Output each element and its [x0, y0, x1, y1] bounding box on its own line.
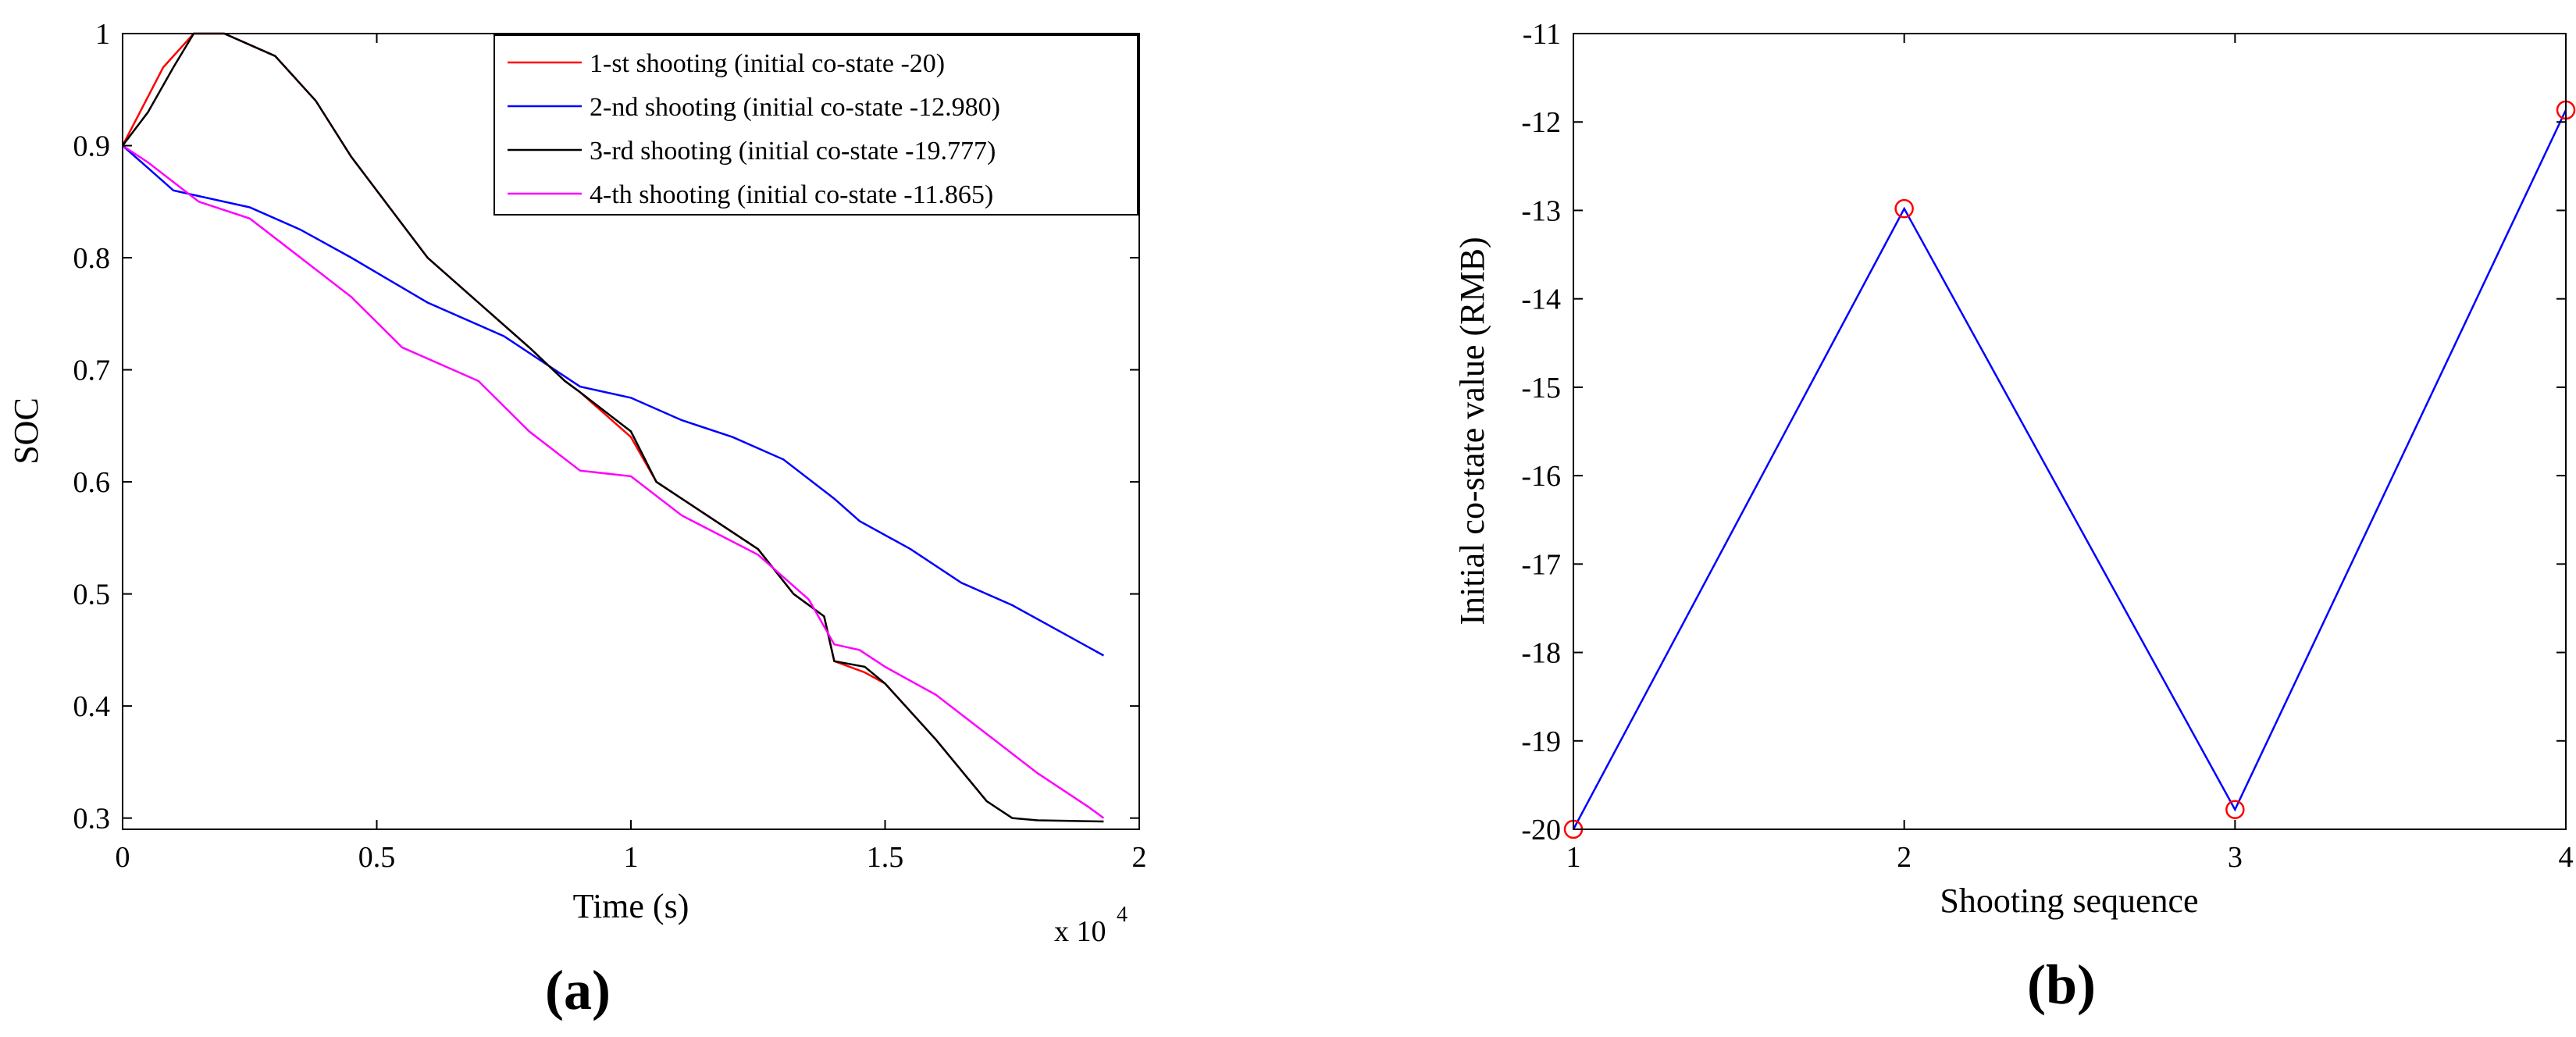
x-tick-label-b: 4 — [2559, 841, 2574, 874]
y-tick-label-a: 0.5 — [73, 579, 111, 611]
x-tick-label-a: 1 — [624, 841, 639, 874]
y-tick-label-b: -16 — [1521, 460, 1561, 493]
plot-frame-b — [1573, 33, 2567, 830]
x-tick-label-b: 2 — [1897, 841, 1912, 874]
x-tick-label-b: 3 — [2228, 841, 2243, 874]
tick-group-a: 0 0.5 1 1.5 2 0.3 0.4 0.5 0.6 0.7 0.8 0.9 1 — [73, 18, 1147, 874]
y-tick-label-b: -17 — [1521, 548, 1561, 581]
series-line-2 — [122, 144, 1105, 657]
legend-entry-3: 3-rd shooting (initial co-state -19.777) — [590, 137, 996, 166]
legend-entry-4: 4-th shooting (initial co-state -11.865) — [590, 180, 993, 209]
x-tick-label-b: 1 — [1566, 841, 1581, 874]
y-tick-label-b: -13 — [1521, 194, 1561, 227]
legend: 1-st shooting (initial co-state -20) 2-nd… — [493, 34, 1138, 216]
x-axis-label-b: Shooting sequence — [1940, 882, 2198, 920]
chart-panel-a: 0 0.5 1 1.5 2 0.3 0.4 0.5 0.6 0.7 0.8 0.9 1 Time (s)… — [7, 18, 1147, 1021]
y-tick-label-b: -19 — [1521, 725, 1561, 758]
x-tick-label-a: 0.5 — [358, 841, 396, 874]
costate-line — [1572, 109, 2567, 830]
y-tick-label-a: 0.7 — [73, 355, 111, 387]
x-multiplier-exp-a: 4 — [1117, 903, 1128, 927]
costate-marker-3 — [2225, 800, 2245, 820]
x-tick-label-a: 1.5 — [867, 841, 904, 874]
series-line-3 — [122, 32, 1104, 823]
x-tick-label-a: 0 — [116, 841, 130, 874]
legend-entry-1: 1-st shooting (initial co-state -20) — [590, 49, 945, 78]
y-tick-label-a: 0.3 — [73, 803, 111, 836]
chart-panel-b: 1 2 3 4 -20 -19 -18 -17 -16 -15 -14 -13 -12 -11 Shoot… — [1453, 18, 2576, 1016]
y-tick-label-a: 0.8 — [73, 242, 111, 275]
panel-label-b: (b) — [2027, 953, 2096, 1016]
tick-group-b: 1 2 3 4 -20 -19 -18 -17 -16 -15 -14 -13 -12 -11 — [1521, 18, 2573, 874]
legend-entry-2: 2-nd shooting (initial co-state -12.980) — [590, 93, 1000, 122]
y-tick-label-a: 0.9 — [73, 130, 111, 163]
x-multiplier-a: x 10 — [1054, 915, 1106, 948]
y-axis-label-a: SOC — [7, 397, 45, 465]
soc-series-group — [121, 32, 1105, 823]
y-axis-label-b: Initial co-state value (RMB) — [1453, 237, 1491, 625]
costate-marker-2 — [1894, 198, 1914, 219]
y-tick-label-b: -12 — [1521, 106, 1561, 139]
y-tick-label-a: 0.6 — [73, 466, 111, 499]
y-tick-label-a: 0.4 — [73, 690, 111, 723]
y-tick-label-b: -15 — [1521, 372, 1561, 404]
y-tick-label-b: -20 — [1521, 814, 1561, 846]
y-tick-label-b: -14 — [1521, 283, 1561, 316]
series-line-4 — [122, 144, 1105, 819]
y-tick-label-b: -11 — [1523, 18, 1561, 51]
y-tick-label-a: 1 — [95, 18, 110, 51]
y-tick-label-b: -18 — [1521, 637, 1561, 670]
panel-label-a: (a) — [545, 959, 611, 1021]
x-tick-label-a: 2 — [1132, 841, 1147, 874]
x-axis-label-a: Time (s) — [573, 887, 689, 925]
costate-series-group — [1563, 100, 2576, 839]
legend-box — [493, 34, 1138, 216]
